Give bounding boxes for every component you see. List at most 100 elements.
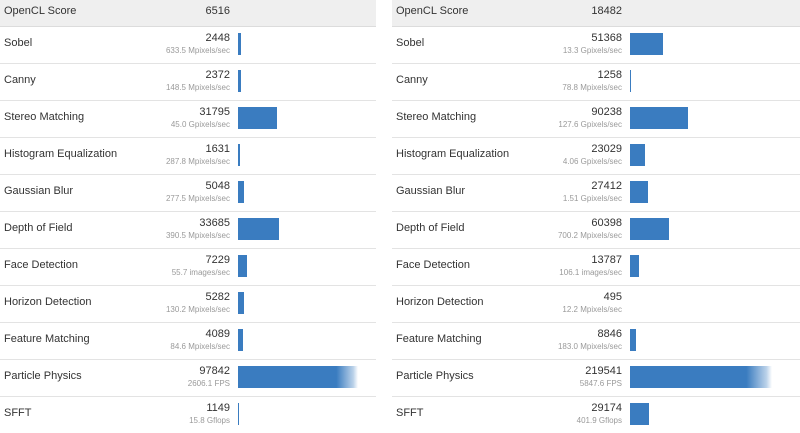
workload-score: 27412 bbox=[591, 180, 622, 192]
score-bar bbox=[238, 292, 244, 314]
workload-score: 2372 bbox=[205, 69, 230, 81]
workload-name: Depth of Field bbox=[4, 222, 73, 234]
workload-name: Histogram Equalization bbox=[396, 148, 510, 160]
score-bar bbox=[238, 33, 241, 55]
workload-row: Gaussian Blur 27412 1.51 Gpixels/sec bbox=[392, 175, 800, 212]
opencl-score-header: OpenCL Score 6516 bbox=[0, 0, 376, 27]
workload-name: Histogram Equalization bbox=[4, 148, 118, 160]
workload-row: Particle Physics 219541 5847.6 FPS bbox=[392, 360, 800, 397]
workload-rate: 55.7 images/sec bbox=[171, 268, 230, 277]
workload-score: 8846 bbox=[597, 328, 622, 340]
workload-rate: 5847.6 FPS bbox=[579, 379, 622, 388]
score-bar bbox=[238, 255, 247, 277]
workload-row: Histogram Equalization 23029 4.06 Gpixels/… bbox=[392, 138, 800, 175]
workload-score: 495 bbox=[603, 291, 622, 303]
workload-score: 5282 bbox=[205, 291, 230, 303]
workload-rate: 390.5 Mpixels/sec bbox=[165, 231, 230, 240]
workload-score: 60398 bbox=[591, 217, 622, 229]
score-bar bbox=[630, 329, 636, 351]
workload-row: Sobel 51368 13.3 Gpixels/sec bbox=[392, 27, 800, 64]
opencl-score-label: OpenCL Score bbox=[4, 5, 77, 17]
workload-name: Canny bbox=[4, 74, 36, 86]
workload-row: Stereo Matching 31795 45.0 Gpixels/sec bbox=[0, 101, 376, 138]
workload-name: Gaussian Blur bbox=[396, 185, 466, 197]
opencl-score-label: OpenCL Score bbox=[396, 5, 469, 17]
score-bar bbox=[630, 70, 631, 92]
score-bar bbox=[630, 144, 645, 166]
workload-rate: 148.5 Mpixels/sec bbox=[165, 83, 230, 92]
score-bar bbox=[238, 144, 240, 166]
workload-rate: 130.2 Mpixels/sec bbox=[165, 305, 230, 314]
workload-rate: 12.2 Mpixels/sec bbox=[562, 305, 622, 314]
workload-rate: 700.2 Mpixels/sec bbox=[557, 231, 622, 240]
workload-row: Depth of Field 60398 700.2 Mpixels/sec bbox=[392, 212, 800, 249]
workload-rate: 45.0 Gpixels/sec bbox=[170, 120, 230, 129]
score-bar bbox=[630, 218, 669, 240]
workload-name: Horizon Detection bbox=[4, 296, 92, 308]
workload-row: SFFT 29174 401.9 Gflops bbox=[392, 397, 800, 433]
score-bar bbox=[238, 181, 244, 203]
workload-rate: 84.6 Mpixels/sec bbox=[170, 342, 230, 351]
workload-row: Depth of Field 33685 390.5 Mpixels/sec bbox=[0, 212, 376, 249]
workload-name: Depth of Field bbox=[396, 222, 465, 234]
workload-score: 23029 bbox=[591, 143, 622, 155]
opencl-score-header: OpenCL Score 18482 bbox=[392, 0, 800, 27]
workload-score: 219541 bbox=[585, 365, 622, 377]
workload-rate: 1.51 Gpixels/sec bbox=[562, 194, 622, 203]
score-bar bbox=[630, 403, 649, 425]
workload-rate: 106.1 images/sec bbox=[559, 268, 622, 277]
score-bar bbox=[238, 403, 239, 425]
workload-row: Face Detection 7229 55.7 images/sec bbox=[0, 249, 376, 286]
workload-row: Feature Matching 4089 84.6 Mpixels/sec bbox=[0, 323, 376, 360]
score-bar bbox=[630, 181, 648, 203]
workload-name: SFFT bbox=[396, 407, 424, 419]
score-bar bbox=[238, 218, 279, 240]
workload-score: 51368 bbox=[591, 32, 622, 44]
workload-rate: 2606.1 FPS bbox=[187, 379, 230, 388]
workload-row: Face Detection 13787 106.1 images/sec bbox=[392, 249, 800, 286]
workload-score: 1631 bbox=[205, 143, 230, 155]
workload-row: SFFT 1149 15.8 Gflops bbox=[0, 397, 376, 433]
workload-row: Horizon Detection 495 12.2 Mpixels/sec bbox=[392, 286, 800, 323]
workload-row: Horizon Detection 5282 130.2 Mpixels/sec bbox=[0, 286, 376, 323]
workload-name: Sobel bbox=[396, 37, 425, 49]
workload-rate: 78.8 Mpixels/sec bbox=[562, 83, 622, 92]
workload-name: Gaussian Blur bbox=[4, 185, 74, 197]
workload-score: 29174 bbox=[591, 402, 622, 414]
right-results-panel: OpenCL Score 18482 Sobel 51368 13.3 Gpixel… bbox=[392, 0, 800, 427]
workload-name: Sobel bbox=[4, 37, 33, 49]
workload-rate: 183.0 Mpixels/sec bbox=[557, 342, 622, 351]
score-bar bbox=[238, 329, 243, 351]
workload-row: Histogram Equalization 1631 287.8 Mpixels/… bbox=[0, 138, 376, 175]
workload-rate: 4.06 Gpixels/sec bbox=[562, 157, 622, 166]
workload-score: 1149 bbox=[206, 402, 230, 414]
score-bar bbox=[238, 70, 241, 92]
workload-rate: 15.8 Gflops bbox=[189, 416, 230, 425]
workload-score: 1258 bbox=[597, 69, 622, 81]
score-bar bbox=[238, 107, 277, 129]
workload-rate: 633.5 Mpixels/sec bbox=[165, 46, 230, 55]
workload-row: Gaussian Blur 5048 277.5 Mpixels/sec bbox=[0, 175, 376, 212]
workload-score: 5048 bbox=[205, 180, 230, 192]
workload-row: Feature Matching 8846 183.0 Mpixels/sec bbox=[392, 323, 800, 360]
opencl-score-value: 18482 bbox=[591, 5, 622, 17]
workload-row: Canny 1258 78.8 Mpixels/sec bbox=[392, 64, 800, 101]
workload-name: Horizon Detection bbox=[396, 296, 484, 308]
workload-score: 90238 bbox=[591, 106, 622, 118]
score-bar bbox=[238, 366, 358, 388]
workload-score: 2448 bbox=[205, 32, 230, 44]
score-bar bbox=[630, 107, 688, 129]
left-results-panel: OpenCL Score 6516 Sobel 2448 633.5 Mpixels… bbox=[0, 0, 376, 427]
score-bar bbox=[630, 33, 663, 55]
workload-name: Feature Matching bbox=[396, 333, 482, 345]
score-bar bbox=[630, 366, 772, 388]
workload-row: Stereo Matching 90238 127.6 Gpixels/sec bbox=[392, 101, 800, 138]
workload-name: Stereo Matching bbox=[396, 111, 477, 123]
workload-score: 4089 bbox=[205, 328, 230, 340]
workload-name: Face Detection bbox=[396, 259, 470, 271]
opencl-score-value: 6516 bbox=[205, 5, 230, 17]
workload-row: Canny 2372 148.5 Mpixels/sec bbox=[0, 64, 376, 101]
workload-name: Particle Physics bbox=[396, 370, 474, 382]
workload-name: Stereo Matching bbox=[4, 111, 85, 123]
workload-list: Sobel 51368 13.3 Gpixels/sec Canny 1258 78.8 … bbox=[392, 27, 800, 433]
